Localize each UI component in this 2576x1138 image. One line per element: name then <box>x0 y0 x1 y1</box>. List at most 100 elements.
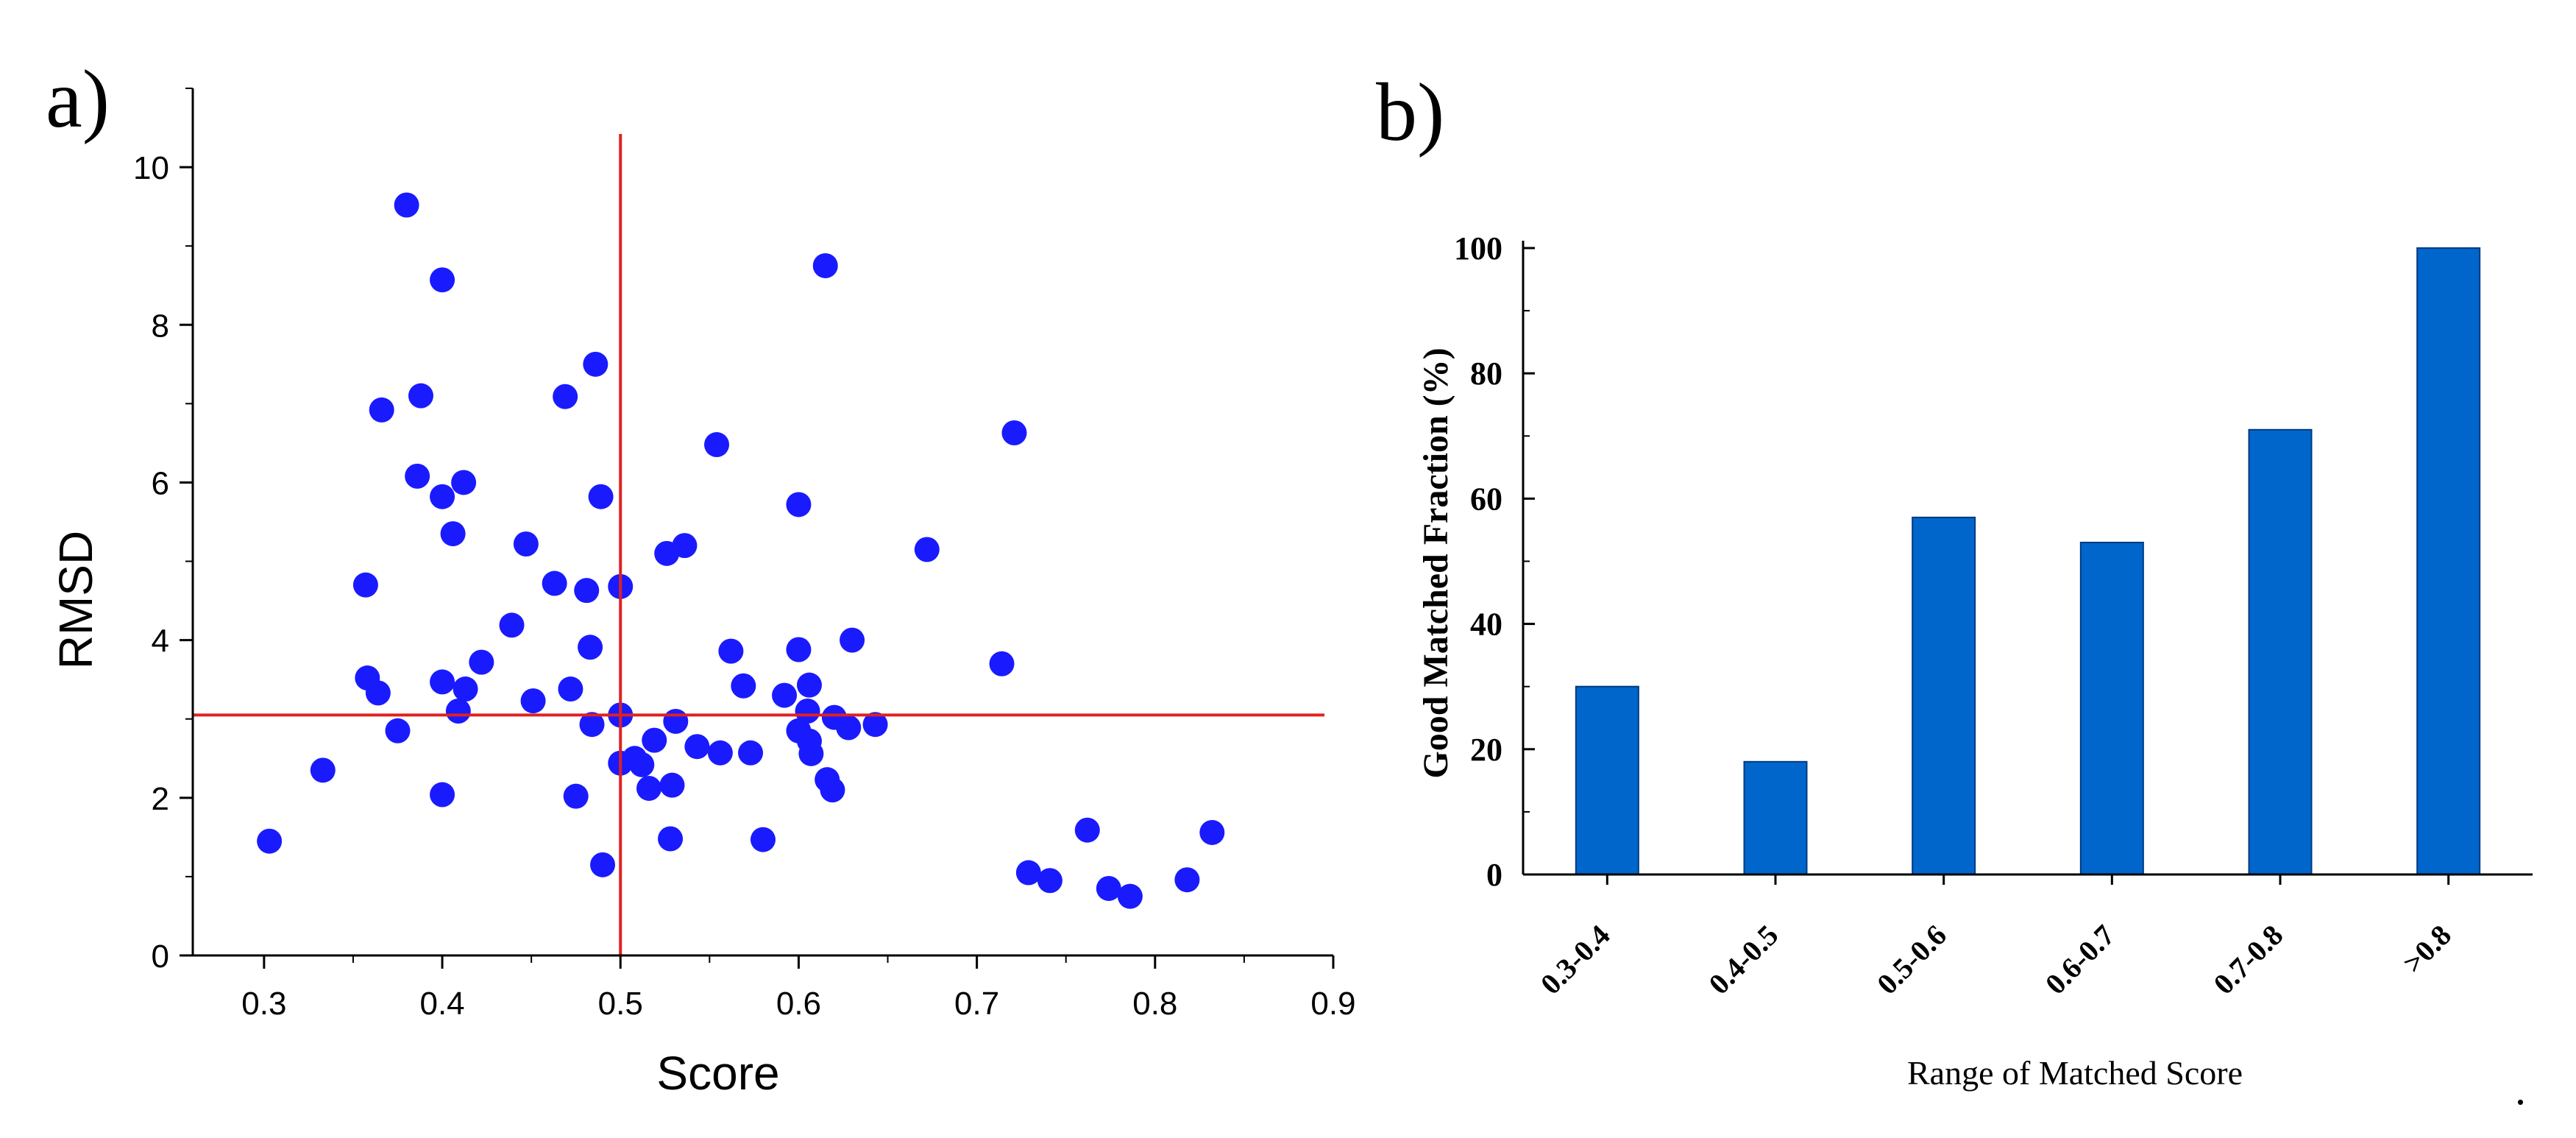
scatter-point-37 <box>629 752 655 777</box>
scatter-point-30 <box>583 351 608 377</box>
scatter-point-51 <box>751 827 776 852</box>
scatter-point-12 <box>430 484 455 509</box>
scatter-point-13 <box>430 669 455 695</box>
bar-y-tick-label: 0 <box>1486 857 1502 893</box>
scatter-chart-panel: a) 0.3 0.4 0.5 0.6 0.7 0.8 0.9 0 2 4 6 8 10 Score RM… <box>46 54 1356 1100</box>
threshold-lines <box>193 134 1324 955</box>
scatter-point-62 <box>820 777 845 803</box>
panel-a-label: a) <box>46 54 110 145</box>
scatter-x-tick-label: 0.3 <box>241 986 286 1022</box>
scatter-x-tick-label: 0.6 <box>776 986 821 1022</box>
scatter-point-10 <box>408 383 433 409</box>
scatter-point-25 <box>558 676 583 702</box>
scatter-tick-labels: 0.3 0.4 0.5 0.6 0.7 0.8 0.9 0 2 4 6 8 10 <box>133 150 1356 1022</box>
scatter-point-75 <box>1174 867 1200 893</box>
scatter-x-tick-label: 0.7 <box>954 986 999 1022</box>
scatter-x-tick-label: 0.9 <box>1310 986 1355 1022</box>
scatter-point-72 <box>1074 817 1100 843</box>
scatter-y-tick-label: 0 <box>152 939 169 975</box>
panel-b-label: b) <box>1376 67 1444 158</box>
scatter-point-6 <box>369 397 394 423</box>
bar-y-tick-label: 60 <box>1470 481 1502 517</box>
scatter-point-65 <box>840 627 865 653</box>
scatter-y-axis-title: RMSD <box>49 531 102 669</box>
scatter-point-48 <box>718 638 744 664</box>
scatter-point-44 <box>672 533 698 559</box>
scatter-point-24 <box>553 384 578 409</box>
bar-axes <box>1522 241 2533 885</box>
scatter-point-41 <box>658 826 684 852</box>
scatter-point-14 <box>430 782 455 807</box>
scatter-point-31 <box>588 484 614 509</box>
bar-0.3-0.4 <box>1575 685 1639 876</box>
scatter-point-2 <box>310 757 336 783</box>
scatter-point-50 <box>738 740 764 766</box>
scatter-point-20 <box>499 612 525 638</box>
scatter-x-axis-title: Score <box>656 1047 779 1100</box>
scatter-x-tick-label: 0.4 <box>419 986 464 1022</box>
scatter-point-29 <box>579 712 605 738</box>
scatter-point-73 <box>1096 875 1121 901</box>
scatter-point-3 <box>352 572 378 598</box>
bar-x-axis-title: Range of Matched Score <box>1907 1054 2243 1092</box>
bar-chart-panel: b) 0.3-0.4 0.4-0.5 0.5-0.6 0.6-0.7 0.7-0.8 >0… <box>1376 67 2533 1092</box>
bar-y-tick-label: 20 <box>1470 732 1502 768</box>
scatter-point-39 <box>642 727 667 753</box>
bar->0.8 <box>2416 247 2481 875</box>
scatter-point-9 <box>405 463 430 489</box>
scatter-point-66 <box>862 712 888 738</box>
scatter-point-74 <box>1117 883 1143 909</box>
scatter-point-43 <box>663 708 689 734</box>
scatter-point-21 <box>513 531 539 556</box>
scatter-point-46 <box>704 432 730 458</box>
bar-y-tick-label: 40 <box>1470 607 1502 643</box>
scatter-point-19 <box>469 649 494 675</box>
scatter-point-42 <box>659 772 685 798</box>
scatter-point-57 <box>796 672 822 698</box>
scatter-point-7 <box>385 718 411 743</box>
scatter-point-52 <box>772 682 798 708</box>
scatter-point-32 <box>590 852 616 877</box>
scatter-axes <box>180 88 1335 969</box>
scatter-point-60 <box>812 252 838 278</box>
bar-y-tick-label: 80 <box>1470 356 1502 392</box>
scatter-point-28 <box>578 635 603 660</box>
scatter-point-5 <box>365 680 391 706</box>
scatter-point-27 <box>574 578 600 604</box>
scatter-x-tick-label: 0.5 <box>598 986 643 1022</box>
bar-series <box>1575 247 2481 876</box>
scatter-point-8 <box>394 192 419 218</box>
scatter-point-76 <box>1199 819 1225 845</box>
bar-0.6-0.7 <box>2079 541 2144 875</box>
scatter-point-45 <box>684 734 710 760</box>
scatter-point-53 <box>786 492 812 517</box>
scatter-point-70 <box>1015 860 1041 886</box>
scatter-x-tick-label: 0.8 <box>1132 986 1177 1022</box>
bar-y-axis-title: Good Matched Fraction (%) <box>1416 347 1455 778</box>
scatter-point-15 <box>440 521 466 547</box>
scatter-point-26 <box>563 783 589 809</box>
bar-0.4-0.5 <box>1743 760 1808 875</box>
scatter-point-54 <box>786 637 812 662</box>
scatter-point-1 <box>257 828 283 854</box>
bar-y-tick-label: 100 <box>1454 230 1502 266</box>
scatter-point-23 <box>542 570 567 596</box>
scatter-y-tick-label: 2 <box>152 781 169 817</box>
scatter-point-68 <box>989 651 1015 676</box>
scatter-point-47 <box>707 740 733 766</box>
scatter-point-11 <box>430 267 455 293</box>
scatter-point-56 <box>795 699 820 724</box>
scatter-y-tick-label: 8 <box>152 308 169 344</box>
scatter-point-38 <box>636 775 661 801</box>
bar-0.5-0.6 <box>1912 516 1976 875</box>
scatter-point-64 <box>836 715 862 741</box>
scatter-point-69 <box>1001 420 1027 445</box>
scatter-y-tick-label: 4 <box>152 623 169 660</box>
scatter-point-17 <box>451 470 477 495</box>
scatter-point-67 <box>914 537 940 562</box>
scatter-y-tick-label: 10 <box>133 150 169 186</box>
trailing-period: . <box>2515 1065 2526 1114</box>
bar-0.7-0.8 <box>2248 428 2313 875</box>
